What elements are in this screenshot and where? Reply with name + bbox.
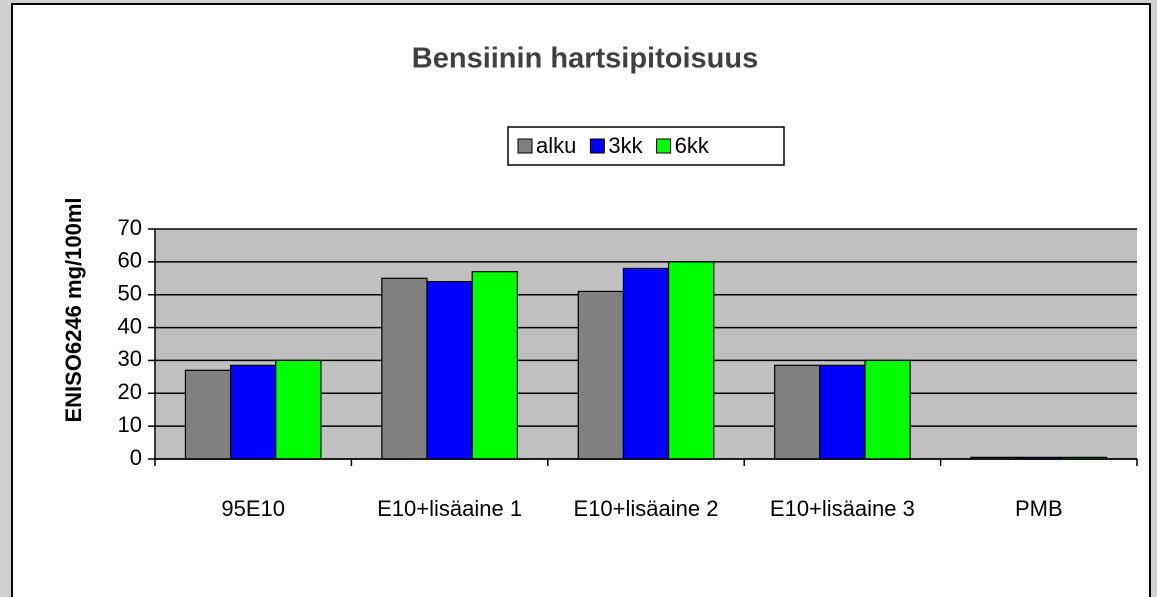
y-tick-label: 40 <box>118 313 142 338</box>
legend-label: alku <box>536 133 576 158</box>
x-tick-label: PMB <box>1014 496 1063 521</box>
bar <box>275 359 322 460</box>
bar <box>774 364 821 460</box>
y-tick-label: 50 <box>118 281 142 306</box>
bar <box>230 364 277 460</box>
legend-swatch <box>589 138 605 154</box>
y-tick-label: 70 <box>118 215 142 240</box>
legend-label: 6kk <box>675 133 710 158</box>
y-axis-label: ENISO6246 mg/100ml <box>61 197 86 422</box>
bar <box>381 277 428 460</box>
bar <box>471 271 518 460</box>
y-tick-label: 0 <box>130 445 142 470</box>
x-tick-label: E10+lisäaine 3 <box>769 496 915 521</box>
bar <box>819 364 866 460</box>
bar <box>184 369 232 460</box>
bar <box>667 261 715 460</box>
bar <box>426 280 473 460</box>
chart-title: Bensiinin hartsipitoisuus <box>412 43 758 75</box>
x-tick-label: E10+lisäaine 2 <box>573 496 719 521</box>
legend-box <box>507 126 785 166</box>
bar <box>622 267 670 460</box>
bar <box>577 290 625 460</box>
y-tick-label: 10 <box>118 412 142 437</box>
y-tick-label: 20 <box>118 379 142 404</box>
y-tick-label: 60 <box>118 248 142 273</box>
legend-swatch <box>517 138 533 154</box>
legend-swatch <box>656 138 672 154</box>
legend-label: 3kk <box>608 133 643 158</box>
x-tick-label: 95E10 <box>221 496 285 521</box>
bar <box>864 359 911 460</box>
x-tick-label: E10+lisäaine 1 <box>377 496 523 521</box>
y-tick-label: 30 <box>118 346 142 371</box>
